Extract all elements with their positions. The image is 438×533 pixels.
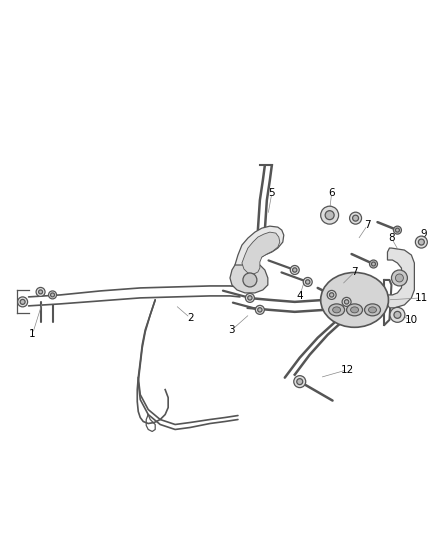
- Circle shape: [20, 300, 25, 304]
- Text: 1: 1: [29, 329, 36, 339]
- Circle shape: [49, 291, 57, 299]
- Text: 9: 9: [420, 229, 427, 239]
- Circle shape: [255, 305, 265, 314]
- Ellipse shape: [328, 304, 345, 316]
- Circle shape: [243, 273, 257, 287]
- Text: 3: 3: [229, 325, 235, 335]
- Circle shape: [353, 215, 359, 221]
- Circle shape: [303, 278, 312, 286]
- Circle shape: [50, 293, 54, 297]
- Ellipse shape: [321, 272, 389, 327]
- Circle shape: [390, 308, 405, 322]
- Circle shape: [321, 206, 339, 224]
- Circle shape: [370, 260, 378, 268]
- Circle shape: [294, 376, 306, 387]
- Circle shape: [394, 311, 401, 318]
- Circle shape: [39, 290, 42, 294]
- Polygon shape: [388, 248, 414, 308]
- Ellipse shape: [368, 307, 377, 313]
- Ellipse shape: [350, 307, 359, 313]
- Text: 6: 6: [328, 188, 335, 198]
- Circle shape: [290, 265, 299, 274]
- Ellipse shape: [332, 307, 341, 313]
- Circle shape: [306, 280, 310, 284]
- Circle shape: [371, 262, 375, 266]
- Circle shape: [248, 296, 252, 300]
- Polygon shape: [242, 232, 280, 274]
- Ellipse shape: [364, 304, 381, 316]
- Text: 12: 12: [341, 365, 354, 375]
- Circle shape: [396, 228, 399, 232]
- Text: 7: 7: [364, 220, 371, 230]
- Circle shape: [393, 226, 401, 234]
- Text: 8: 8: [388, 233, 395, 243]
- Text: 5: 5: [268, 188, 275, 198]
- Text: 4: 4: [297, 291, 303, 301]
- Text: 10: 10: [405, 315, 418, 325]
- Circle shape: [258, 308, 262, 312]
- Circle shape: [392, 270, 407, 286]
- Circle shape: [245, 293, 254, 302]
- Text: 11: 11: [415, 293, 428, 303]
- Circle shape: [327, 290, 336, 300]
- Polygon shape: [230, 265, 268, 293]
- Circle shape: [325, 211, 334, 220]
- Circle shape: [396, 274, 403, 282]
- Circle shape: [415, 236, 427, 248]
- Circle shape: [36, 287, 45, 296]
- Ellipse shape: [346, 304, 363, 316]
- Text: 7: 7: [351, 267, 358, 277]
- Circle shape: [18, 297, 28, 307]
- Circle shape: [329, 293, 334, 297]
- Circle shape: [342, 297, 351, 306]
- Text: 2: 2: [187, 313, 194, 323]
- Circle shape: [344, 300, 349, 304]
- Circle shape: [297, 378, 303, 385]
- Circle shape: [293, 268, 297, 272]
- Polygon shape: [235, 226, 284, 278]
- Circle shape: [350, 212, 361, 224]
- Circle shape: [418, 239, 424, 245]
